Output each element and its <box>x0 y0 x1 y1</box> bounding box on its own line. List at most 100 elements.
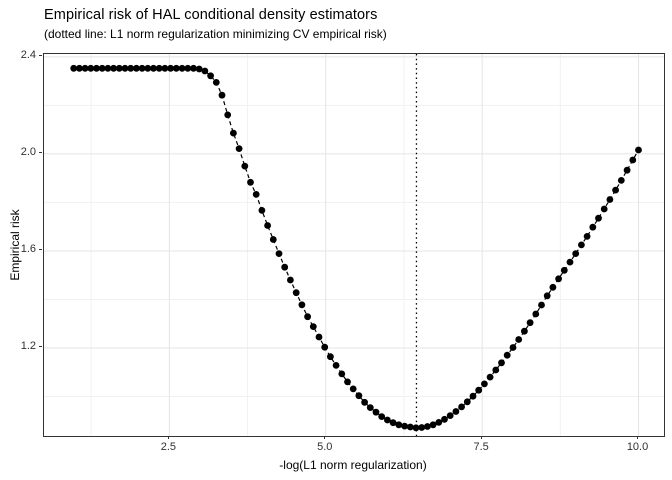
plot-panel <box>43 53 665 437</box>
data-point <box>252 191 260 198</box>
data-point <box>121 64 129 72</box>
data-point <box>538 301 545 309</box>
y-tick-mark <box>39 249 42 251</box>
data-point <box>509 344 517 351</box>
data-point <box>327 353 334 361</box>
y-tick-mark <box>39 152 42 154</box>
data-point <box>503 351 511 359</box>
data-point <box>98 64 106 72</box>
data-point <box>600 205 608 213</box>
data-point <box>115 64 123 72</box>
data-point <box>595 214 602 222</box>
data-point <box>87 64 95 72</box>
data-point <box>481 380 488 388</box>
data-point <box>578 241 585 249</box>
data-point <box>70 64 78 72</box>
data-point <box>235 145 243 152</box>
data-point <box>361 398 368 406</box>
data-point <box>258 207 266 214</box>
chart-subtitle: (dotted line: L1 norm regularization min… <box>44 27 387 41</box>
data-point <box>150 64 157 72</box>
data-point <box>412 424 420 432</box>
data-point <box>441 415 448 423</box>
data-point <box>281 263 289 271</box>
x-tick-label: 7.5 <box>473 441 489 453</box>
data-point <box>452 408 460 415</box>
data-point <box>566 258 574 266</box>
data-point <box>241 162 249 170</box>
y-tick-label: 1.2 <box>20 340 36 353</box>
data-point <box>583 233 591 240</box>
data-point <box>275 250 283 257</box>
data-point <box>321 343 329 351</box>
data-point <box>543 292 551 300</box>
data-point <box>298 301 306 309</box>
data-point <box>589 223 597 231</box>
y-tick-label: 1.6 <box>20 243 36 256</box>
data-point <box>269 236 277 243</box>
data-point <box>178 64 186 72</box>
data-point <box>172 64 180 72</box>
data-point <box>287 276 294 284</box>
data-point <box>212 79 220 86</box>
data-point <box>195 65 203 73</box>
data-point <box>486 373 494 381</box>
data-point <box>623 166 631 174</box>
data-point <box>247 178 254 186</box>
data-point <box>110 64 117 72</box>
data-point <box>395 421 403 429</box>
x-tick-label: 5.0 <box>317 441 333 453</box>
data-point <box>446 412 454 419</box>
data-point <box>463 398 471 406</box>
y-tick-label: 2.0 <box>20 146 36 159</box>
data-point <box>532 310 540 318</box>
data-point <box>218 91 226 99</box>
data-point <box>133 64 140 72</box>
data-point <box>549 283 557 291</box>
data-point <box>617 177 625 184</box>
y-tick-mark <box>39 346 42 348</box>
data-point <box>424 423 431 430</box>
x-axis-title: -log(L1 norm regularization) <box>279 458 427 472</box>
data-point <box>184 64 192 72</box>
data-point <box>304 313 311 321</box>
data-point <box>155 64 163 72</box>
x-tick-mark <box>324 436 326 439</box>
data-point <box>429 421 437 429</box>
data-point <box>309 323 317 330</box>
data-point <box>401 422 408 430</box>
data-point <box>612 186 619 194</box>
data-point <box>292 289 300 297</box>
data-point <box>629 156 637 164</box>
data-point <box>521 327 528 335</box>
plot-canvas <box>44 54 664 436</box>
data-point <box>76 64 83 72</box>
data-point <box>344 378 351 386</box>
data-point <box>81 64 89 72</box>
x-tick-label: 2.5 <box>160 441 176 453</box>
data-point <box>418 424 426 431</box>
data-point <box>190 64 197 72</box>
data-point <box>406 423 414 431</box>
data-point <box>127 64 135 72</box>
risk-curve-line <box>73 67 640 429</box>
data-point <box>93 64 100 72</box>
data-point <box>355 392 363 400</box>
data-point <box>389 419 397 427</box>
data-point <box>515 336 523 343</box>
data-point <box>332 362 340 369</box>
data-point <box>572 250 580 257</box>
data-point <box>560 266 568 274</box>
data-point <box>492 366 500 374</box>
chart-title: Empirical risk of HAL conditional densit… <box>44 7 378 23</box>
data-point <box>384 416 391 424</box>
data-point <box>315 333 323 341</box>
y-tick-label: 2.4 <box>20 49 36 62</box>
x-tick-mark <box>637 436 639 439</box>
y-tick-mark <box>39 55 42 57</box>
data-point <box>138 64 146 72</box>
data-point <box>167 64 174 72</box>
data-point <box>349 385 357 393</box>
data-point <box>338 370 346 378</box>
